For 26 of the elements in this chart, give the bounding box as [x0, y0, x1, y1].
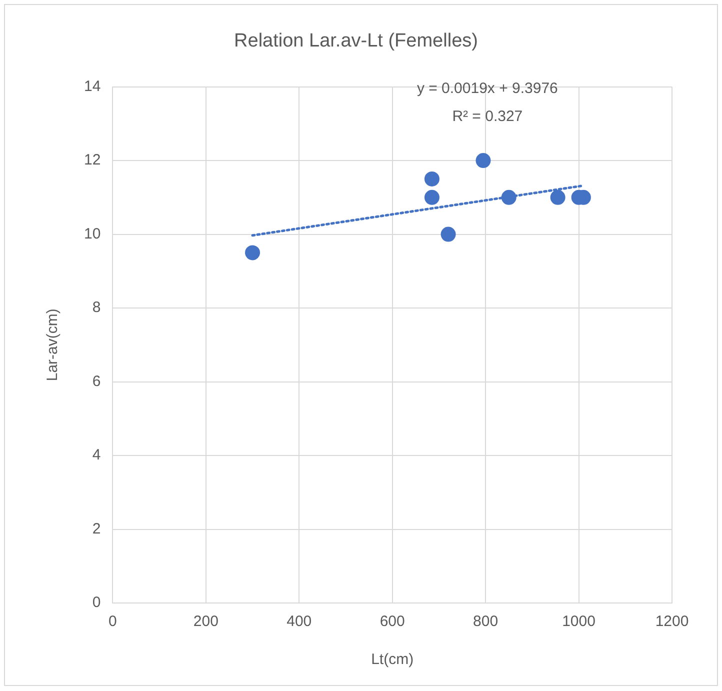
y-tick-label: 8 [92, 299, 101, 316]
y-tick-label: 6 [92, 372, 101, 390]
x-tick-label: 200 [193, 613, 218, 630]
x-tick-label: 400 [286, 613, 312, 630]
y-tick-label: 2 [92, 520, 101, 538]
x-tick-label: 0 [108, 613, 117, 630]
y-tick-label: 12 [84, 152, 101, 169]
y-tick-label: 4 [92, 446, 101, 464]
x-tick-label: 1200 [655, 613, 689, 630]
annotation: R² = 0.327 [452, 108, 523, 125]
x-tick-label: 1000 [562, 613, 596, 630]
point [424, 171, 440, 186]
y-tick-label: 10 [84, 225, 101, 242]
y-axis-title: Lar-av(cm) [44, 308, 62, 382]
chart-title: Relation Lar.av-Lt (Femelles) [234, 30, 478, 52]
y-tick-label: 0 [92, 594, 101, 612]
point [476, 153, 491, 168]
annotation: y = 0.0019x + 9.3976 [416, 80, 558, 97]
point [550, 190, 566, 205]
x-tick-label: 800 [473, 613, 498, 630]
point [245, 245, 260, 260]
x-axis-title: Lt(cm) [371, 651, 414, 668]
x-tick-label: 600 [380, 613, 405, 630]
point [440, 226, 456, 242]
y-tick-label: 14 [84, 78, 101, 95]
point [424, 190, 440, 205]
